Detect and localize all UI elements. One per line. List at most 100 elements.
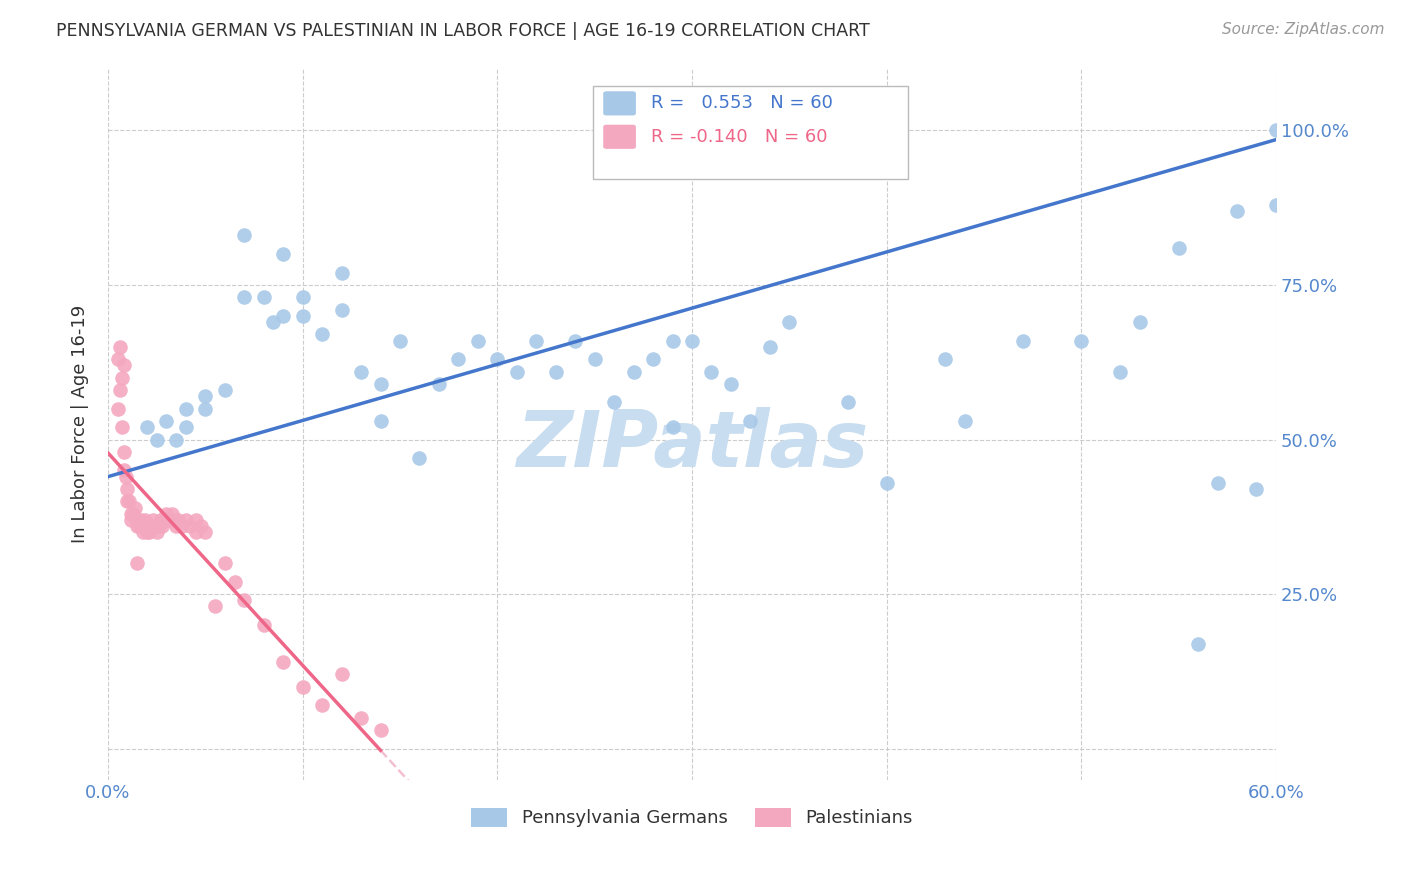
Point — [155, 507, 177, 521]
Point — [661, 420, 683, 434]
Point — [467, 334, 489, 348]
Point — [160, 507, 183, 521]
Point — [179, 519, 201, 533]
Point — [837, 395, 859, 409]
Point — [135, 420, 157, 434]
Point — [224, 574, 246, 589]
Text: R =   0.553   N = 60: R = 0.553 N = 60 — [651, 95, 832, 112]
Point — [148, 519, 170, 533]
Point — [184, 525, 207, 540]
Point — [117, 482, 139, 496]
Point — [233, 593, 256, 607]
Point — [127, 519, 149, 533]
Point — [661, 334, 683, 348]
Point — [486, 352, 509, 367]
Point — [524, 334, 547, 348]
Point — [112, 359, 135, 373]
Point — [330, 302, 353, 317]
FancyBboxPatch shape — [593, 87, 908, 178]
Point — [233, 290, 256, 304]
Point — [184, 513, 207, 527]
Point — [1206, 475, 1229, 490]
Point — [155, 513, 177, 527]
Point — [370, 723, 392, 738]
Point — [544, 364, 567, 378]
Point — [291, 680, 314, 694]
Point — [214, 556, 236, 570]
Point — [194, 389, 217, 403]
Point — [564, 334, 586, 348]
Point — [122, 507, 145, 521]
Point — [583, 352, 606, 367]
Point — [118, 494, 141, 508]
Point — [330, 667, 353, 681]
Point — [107, 401, 129, 416]
Point — [1070, 334, 1092, 348]
Point — [271, 309, 294, 323]
Point — [190, 519, 212, 533]
Point — [350, 364, 373, 378]
Point — [262, 315, 284, 329]
FancyBboxPatch shape — [603, 91, 636, 115]
Point — [953, 414, 976, 428]
Point — [194, 401, 217, 416]
Point — [253, 290, 276, 304]
Point — [139, 519, 162, 533]
Point — [145, 433, 167, 447]
Point — [388, 334, 411, 348]
Point — [1012, 334, 1035, 348]
Point — [127, 513, 149, 527]
Point — [271, 655, 294, 669]
Point — [129, 513, 152, 527]
Point — [603, 395, 626, 409]
Point — [447, 352, 470, 367]
Point — [253, 618, 276, 632]
Point — [370, 376, 392, 391]
Point — [135, 525, 157, 540]
Point — [934, 352, 956, 367]
Point — [124, 500, 146, 515]
Point — [720, 376, 742, 391]
Point — [127, 556, 149, 570]
Point — [291, 309, 314, 323]
Point — [1109, 364, 1132, 378]
Point — [506, 364, 529, 378]
Point — [138, 525, 160, 540]
Point — [117, 494, 139, 508]
Point — [876, 475, 898, 490]
Point — [1187, 636, 1209, 650]
Point — [271, 247, 294, 261]
Point — [142, 513, 165, 527]
Point — [740, 414, 762, 428]
Point — [143, 519, 166, 533]
Text: R = -0.140   N = 60: R = -0.140 N = 60 — [651, 128, 828, 145]
Point — [350, 711, 373, 725]
Point — [149, 513, 172, 527]
Point — [132, 519, 155, 533]
Text: ZIPatlas: ZIPatlas — [516, 408, 868, 483]
Point — [163, 513, 186, 527]
Point — [623, 364, 645, 378]
Y-axis label: In Labor Force | Age 16-19: In Labor Force | Age 16-19 — [72, 305, 89, 543]
Point — [165, 433, 187, 447]
Point — [132, 525, 155, 540]
Point — [108, 340, 131, 354]
Point — [1246, 482, 1268, 496]
Point — [108, 383, 131, 397]
Point — [174, 513, 197, 527]
Point — [291, 290, 314, 304]
Point — [107, 352, 129, 367]
Point — [134, 513, 156, 527]
Point — [112, 445, 135, 459]
Point — [1226, 203, 1249, 218]
Point — [1129, 315, 1152, 329]
Point — [370, 414, 392, 428]
Point — [311, 698, 333, 713]
Point — [152, 519, 174, 533]
Point — [135, 519, 157, 533]
Point — [120, 513, 142, 527]
Point — [330, 266, 353, 280]
Text: Source: ZipAtlas.com: Source: ZipAtlas.com — [1222, 22, 1385, 37]
Point — [155, 414, 177, 428]
Point — [700, 364, 723, 378]
